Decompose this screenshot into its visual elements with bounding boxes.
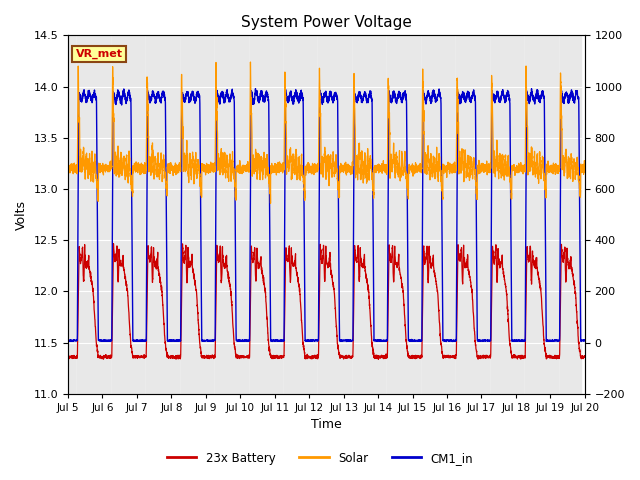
Bar [559, 36, 580, 394]
Bar [491, 36, 512, 394]
Bar [284, 36, 305, 394]
Bar [236, 36, 250, 394]
Bar [112, 36, 132, 394]
Bar [180, 36, 202, 394]
Bar [77, 36, 99, 394]
Bar [456, 36, 477, 394]
Bar [112, 36, 132, 394]
Bar [167, 36, 180, 394]
Bar [491, 36, 512, 394]
Bar [443, 36, 456, 394]
Bar [422, 36, 443, 394]
Bar [456, 36, 477, 394]
Bar [408, 36, 422, 394]
Bar [132, 36, 146, 394]
Bar [215, 36, 236, 394]
Bar [319, 36, 339, 394]
Bar [353, 36, 374, 394]
Bar [68, 36, 77, 394]
Bar [353, 36, 374, 394]
Bar [387, 36, 408, 394]
Bar [319, 36, 339, 394]
Bar [146, 36, 167, 394]
Bar [525, 36, 546, 394]
Text: VR_met: VR_met [76, 49, 123, 59]
Bar [250, 36, 271, 394]
Bar [215, 36, 236, 394]
Bar [387, 36, 408, 394]
Bar [512, 36, 525, 394]
X-axis label: Time: Time [311, 419, 342, 432]
Bar [422, 36, 443, 394]
Bar [99, 36, 112, 394]
Bar [271, 36, 284, 394]
Bar [546, 36, 559, 394]
Y-axis label: Volts: Volts [15, 200, 28, 229]
Bar [374, 36, 387, 394]
Title: System Power Voltage: System Power Voltage [241, 15, 412, 30]
Bar [525, 36, 546, 394]
Bar [305, 36, 319, 394]
Legend: 23x Battery, Solar, CM1_in: 23x Battery, Solar, CM1_in [162, 447, 478, 469]
Bar [180, 36, 202, 394]
Bar [559, 36, 580, 394]
Bar [202, 36, 215, 394]
Bar [284, 36, 305, 394]
Bar [339, 36, 353, 394]
Bar [146, 36, 167, 394]
Bar [250, 36, 271, 394]
Bar [77, 36, 99, 394]
Bar [477, 36, 491, 394]
